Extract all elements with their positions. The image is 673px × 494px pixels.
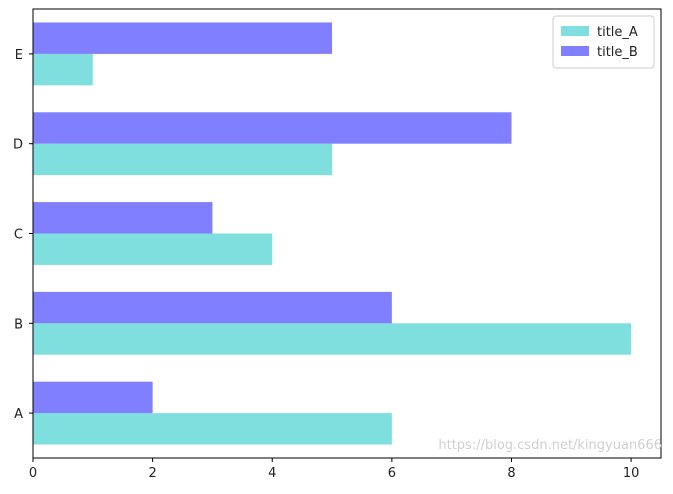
bar-title_A-B [33, 323, 632, 355]
x-tick-label: 6 [388, 466, 396, 481]
legend-swatch-title_B [561, 46, 589, 56]
bar-title_A-D [33, 143, 333, 176]
y-tick-label: C [14, 228, 23, 243]
x-tick-label: 8 [507, 466, 515, 481]
legend: title_A title_B [552, 15, 655, 69]
y-tick-label: B [14, 317, 23, 332]
bar-title_B-B [33, 291, 392, 324]
x-tick-label: 2 [148, 466, 156, 481]
bar-title_A-C [33, 233, 273, 265]
bar-title_A-A [33, 413, 392, 445]
x-tick-label: 10 [623, 466, 640, 481]
legend-label-title_A: title_A [597, 25, 638, 40]
x-tick-label: 4 [268, 466, 276, 481]
x-tick-label: 0 [29, 466, 37, 481]
bar-title_B-A [33, 381, 153, 414]
bar-title_B-D [33, 112, 512, 144]
bar-title_A-E [33, 53, 93, 86]
legend-box [552, 15, 655, 69]
y-tick-label: E [15, 48, 23, 63]
legend-swatch-title_A [561, 26, 589, 36]
y-tick-label: A [14, 407, 23, 422]
bar-title_B-C [33, 202, 213, 234]
y-tick-label: D [13, 138, 23, 153]
bar-title_B-E [33, 22, 333, 54]
legend-label-title_B: title_B [597, 45, 638, 60]
y-axis: A B C D E [13, 48, 33, 422]
x-axis: 0 2 4 6 8 10 [29, 458, 640, 481]
bars [33, 22, 632, 445]
watermark: https://blog.csdn.net/kingyuan666 [438, 438, 662, 453]
